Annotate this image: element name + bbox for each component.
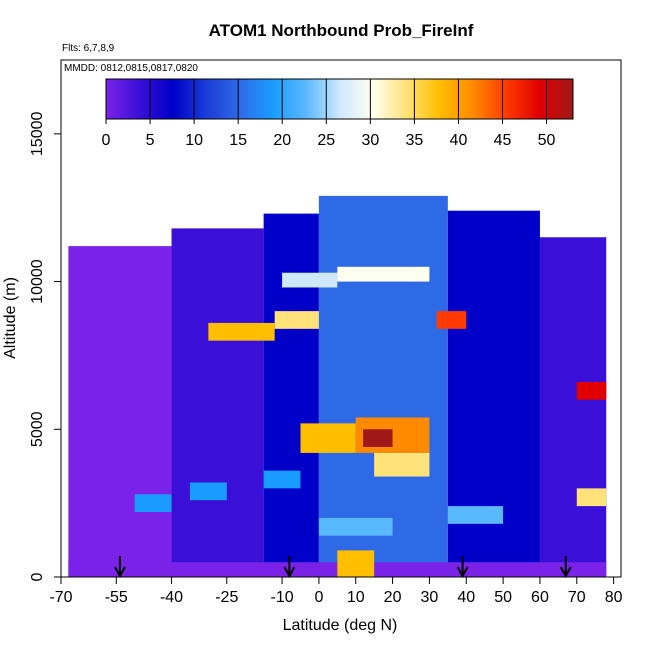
colorbar-tick-label: 20 xyxy=(273,132,291,149)
heatmap-cell xyxy=(576,382,607,400)
x-tick-label: 10 xyxy=(347,589,365,606)
y-tick-label: 5000 xyxy=(29,411,46,447)
colorbar-tick-label: 35 xyxy=(405,132,423,149)
heatmap-cell xyxy=(208,322,275,341)
heatmap-cell xyxy=(436,311,467,329)
heatmap-cell xyxy=(576,488,607,507)
colorbar-ticks: 0 5 10 15 20 25 30 35 40 45 50 xyxy=(102,79,556,149)
x-tick-label: 70 xyxy=(568,589,586,606)
x-tick-label: 80 xyxy=(605,589,623,606)
colorbar-tick-label: 15 xyxy=(229,132,247,149)
x-tick-label: 0 xyxy=(314,589,323,606)
heatmap-cell xyxy=(337,266,430,282)
x-tick-label: -55 xyxy=(105,589,128,606)
colorbar-ramp xyxy=(105,78,574,120)
colorbar-tick-label: 40 xyxy=(450,132,468,149)
colorbar-tick-label: 0 xyxy=(102,132,111,149)
x-tick-label: 20 xyxy=(384,589,402,606)
x-tick-label: -70 xyxy=(49,589,72,606)
plot-area xyxy=(60,59,622,579)
heatmap-cell xyxy=(189,482,227,501)
heatmap-cell xyxy=(539,237,607,577)
x-axis-label: Latitude (deg N) xyxy=(283,617,398,634)
y-tick-label: 10000 xyxy=(29,259,46,304)
heatmap-cell xyxy=(274,311,319,329)
heatmap-cell xyxy=(68,246,172,577)
y-axis: 0 5000 10000 15000 xyxy=(29,112,61,581)
heatmap-cell xyxy=(318,517,393,536)
heatmap-cell xyxy=(134,494,172,513)
colorbar-tick-label: 50 xyxy=(538,132,556,149)
profile-marker-arrow xyxy=(114,556,126,579)
heatmap-cell xyxy=(171,228,264,577)
x-tick-label: 40 xyxy=(457,589,475,606)
colorbar-tick-label: 5 xyxy=(146,132,155,149)
y-tick-label: 0 xyxy=(29,572,46,581)
x-tick-label: -10 xyxy=(270,589,293,606)
flights-note: Flts: 6,7,8,9 xyxy=(62,43,115,54)
profile-marker-arrow xyxy=(559,556,572,579)
dates-note: MMDD: 0812,0815,0817,0820 xyxy=(64,63,198,74)
heatmap-cells xyxy=(68,195,607,577)
heatmap-cell xyxy=(447,506,504,524)
chart-title: ATOM1 Northbound Prob_FireInf xyxy=(209,21,474,40)
x-axis: -70 -55 -40 -25 -10 0 10 20 30 40 50 60 70 80 xyxy=(49,577,623,606)
heatmap-cell xyxy=(282,272,338,288)
heatmap-cell xyxy=(337,550,375,577)
heatmap-cell xyxy=(263,470,301,489)
x-tick-label: -25 xyxy=(215,589,238,606)
colorbar-tick-label: 45 xyxy=(494,132,512,149)
profile-markers xyxy=(114,556,572,579)
plot-frame xyxy=(60,59,622,578)
colorbar-tick-label: 30 xyxy=(361,132,379,149)
heatmap-cell xyxy=(374,452,430,477)
heatmap-cell xyxy=(363,429,393,448)
profile-marker-arrow xyxy=(456,556,469,579)
y-tick-label: 15000 xyxy=(29,112,46,157)
heatmap-cell xyxy=(263,213,319,577)
heatmap-cell xyxy=(318,195,448,577)
y-axis-label: Altitude (m) xyxy=(2,277,19,359)
colorbar-tick-label: 10 xyxy=(185,132,203,149)
x-tick-label: 60 xyxy=(531,589,549,606)
x-tick-label: 30 xyxy=(421,589,439,606)
heatmap-cell xyxy=(300,423,356,453)
colorbar-tick-label: 25 xyxy=(317,132,335,149)
profile-marker-arrow xyxy=(283,556,296,579)
colorbar: 0 5 10 15 20 25 30 35 40 45 50 xyxy=(102,78,574,149)
x-tick-label: 50 xyxy=(494,589,512,606)
x-tick-label: -40 xyxy=(160,589,183,606)
